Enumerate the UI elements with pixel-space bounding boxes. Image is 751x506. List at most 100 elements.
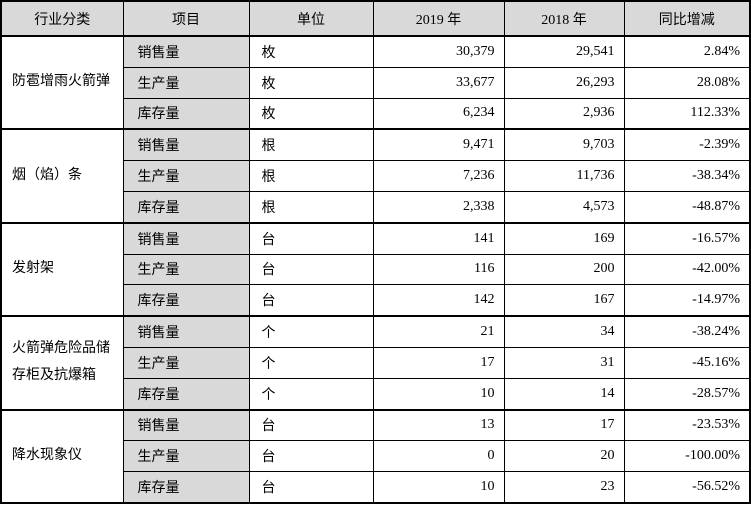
value-2019-cell: 33,677 (372, 66, 505, 99)
value-2018-cell: 20 (503, 440, 625, 473)
item-cell: 销售量 (122, 221, 250, 255)
value-2018-cell: 26,293 (503, 66, 625, 99)
column-header-unit: 单位 (248, 0, 374, 37)
item-cell: 销售量 (122, 128, 250, 162)
change-cell: -56.52% (623, 471, 751, 504)
table-row: 生产量 根 7,236 11,736 -38.34% (1, 160, 751, 192)
header-row: 行业分类 项目 单位 2019 年 2018 年 同比增减 (0, 0, 751, 37)
change-cell: -16.57% (623, 221, 751, 255)
table-row: 库存量 台 142 167 -14.97% (1, 284, 751, 317)
value-2019-cell: 30,379 (372, 34, 505, 68)
change-cell: -45.16% (623, 346, 751, 379)
table-row: 防雹增雨火箭弹 销售量 枚 30,379 29,541 2.84% (0, 34, 751, 130)
table-row: 生产量 个 17 31 -45.16% (1, 346, 751, 379)
unit-cell: 个 (248, 346, 374, 379)
column-header-2018: 2018 年 (503, 0, 625, 37)
item-cell: 销售量 (122, 315, 250, 348)
item-cell: 库存量 (122, 97, 250, 130)
table-row: 火箭弹危险品储存柜及抗爆箱 销售量 个 21 34 -38.24% (0, 315, 751, 411)
unit-cell: 个 (248, 315, 374, 348)
item-cell: 销售量 (122, 408, 250, 442)
value-2018-cell: 200 (503, 253, 625, 286)
unit-cell: 根 (248, 128, 374, 162)
value-2018-cell: 11,736 (503, 160, 625, 192)
table-row: 生产量 枚 33,677 26,293 28.08% (1, 66, 751, 99)
change-cell: 28.08% (623, 66, 751, 99)
table-row: 库存量 根 2,338 4,573 -48.87% (1, 190, 751, 224)
value-2019-cell: 9,471 (372, 128, 505, 162)
table-row: 降水现象仪 销售量 台 13 17 -23.53% (0, 408, 751, 504)
unit-cell: 台 (248, 221, 374, 255)
value-2019-cell: 17 (372, 346, 505, 379)
table-row: 发射架 销售量 台 141 169 -16.57% (0, 221, 751, 317)
unit-cell: 枚 (248, 97, 374, 130)
table-row: 库存量 枚 6,234 2,936 112.33% (1, 97, 751, 130)
value-2018-cell: 9,703 (503, 128, 625, 162)
unit-cell: 根 (248, 160, 374, 192)
table-row: 库存量 台 10 23 -56.52% (1, 471, 751, 504)
value-2018-cell: 2,936 (503, 97, 625, 130)
table-row: 烟（焰）条 销售量 根 9,471 9,703 -2.39% (0, 128, 751, 224)
change-cell: -48.87% (623, 190, 751, 224)
change-cell: 2.84% (623, 34, 751, 68)
change-cell: -28.57% (623, 377, 751, 411)
value-2019-cell: 2,338 (372, 190, 505, 224)
change-cell: 112.33% (623, 97, 751, 130)
column-header-change: 同比增减 (623, 0, 751, 37)
value-2019-cell: 13 (372, 408, 505, 442)
value-2019-cell: 7,236 (372, 160, 505, 192)
value-2019-cell: 10 (372, 377, 505, 411)
value-2018-cell: 169 (503, 221, 625, 255)
item-cell: 生产量 (122, 346, 250, 379)
value-2019-cell: 141 (372, 221, 505, 255)
item-cell: 销售量 (122, 34, 250, 68)
change-cell: -38.34% (623, 160, 751, 192)
change-cell: -2.39% (623, 128, 751, 162)
column-header-category: 行业分类 (0, 0, 124, 37)
value-2018-cell: 29,541 (503, 34, 625, 68)
value-2019-cell: 0 (372, 440, 505, 473)
change-cell: -23.53% (623, 408, 751, 442)
column-header-2019: 2019 年 (372, 0, 505, 37)
item-cell: 库存量 (122, 377, 250, 411)
item-cell: 生产量 (122, 253, 250, 286)
item-cell: 库存量 (122, 190, 250, 224)
item-cell: 库存量 (122, 284, 250, 317)
table-row: 生产量 台 116 200 -42.00% (1, 253, 751, 286)
table-row: 库存量 个 10 14 -28.57% (1, 377, 751, 411)
value-2018-cell: 34 (503, 315, 625, 348)
value-2018-cell: 23 (503, 471, 625, 504)
value-2019-cell: 142 (372, 284, 505, 317)
value-2019-cell: 21 (372, 315, 505, 348)
value-2018-cell: 167 (503, 284, 625, 317)
item-cell: 生产量 (122, 160, 250, 192)
change-cell: -38.24% (623, 315, 751, 348)
unit-cell: 个 (248, 377, 374, 411)
unit-cell: 根 (248, 190, 374, 224)
unit-cell: 枚 (248, 34, 374, 68)
value-2019-cell: 6,234 (372, 97, 505, 130)
value-2018-cell: 17 (503, 408, 625, 442)
category-cell: 烟（焰）条 (0, 128, 124, 224)
value-2018-cell: 31 (503, 346, 625, 379)
unit-cell: 台 (248, 253, 374, 286)
value-2018-cell: 4,573 (503, 190, 625, 224)
category-cell: 发射架 (0, 221, 124, 317)
category-cell: 降水现象仪 (0, 408, 124, 504)
unit-cell: 台 (248, 440, 374, 473)
unit-cell: 台 (248, 471, 374, 504)
column-header-item: 项目 (122, 0, 250, 37)
change-cell: -100.00% (623, 440, 751, 473)
item-cell: 生产量 (122, 440, 250, 473)
item-cell: 生产量 (122, 66, 250, 99)
value-2019-cell: 10 (372, 471, 505, 504)
value-2019-cell: 116 (372, 253, 505, 286)
unit-cell: 枚 (248, 66, 374, 99)
unit-cell: 台 (248, 408, 374, 442)
change-cell: -14.97% (623, 284, 751, 317)
change-cell: -42.00% (623, 253, 751, 286)
unit-cell: 台 (248, 284, 374, 317)
item-cell: 库存量 (122, 471, 250, 504)
category-cell: 防雹增雨火箭弹 (0, 34, 124, 130)
